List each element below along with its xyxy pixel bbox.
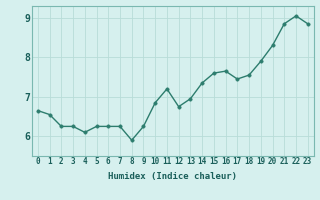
X-axis label: Humidex (Indice chaleur): Humidex (Indice chaleur) <box>108 172 237 181</box>
